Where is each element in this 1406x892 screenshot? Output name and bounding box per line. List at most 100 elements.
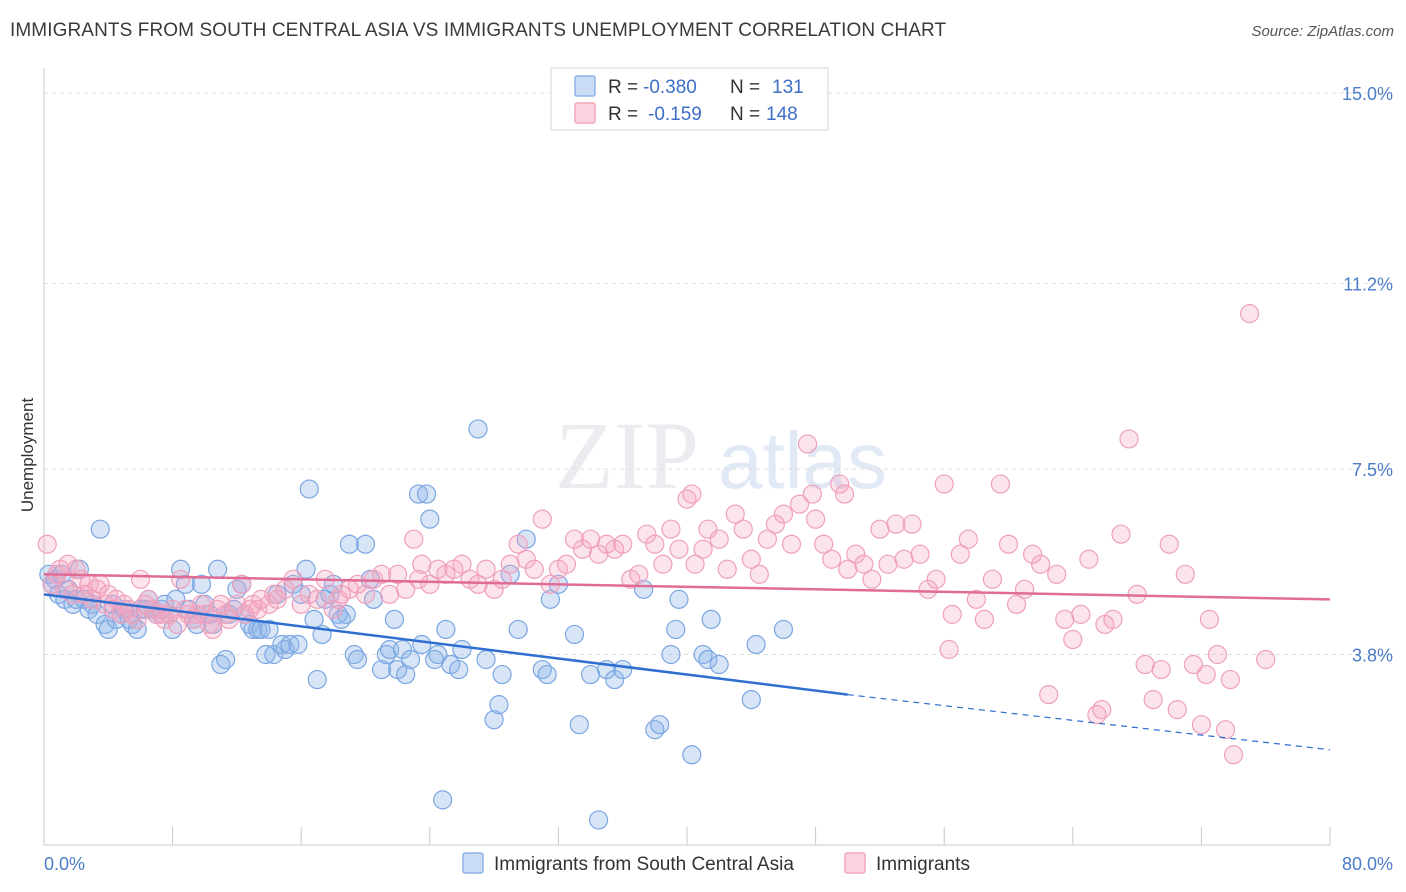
point-immigrants bbox=[613, 534, 633, 554]
point-immigrants bbox=[227, 594, 247, 614]
point-immigrants bbox=[420, 574, 440, 594]
point-immigrants bbox=[733, 519, 753, 539]
point-south-central-asia bbox=[171, 559, 191, 579]
point-immigrants bbox=[910, 544, 930, 564]
point-immigrants bbox=[1223, 745, 1244, 765]
point-immigrants bbox=[974, 609, 994, 630]
point-immigrants bbox=[524, 559, 544, 579]
point-south-central-asia bbox=[127, 619, 147, 640]
point-immigrants bbox=[757, 529, 777, 549]
point-immigrants bbox=[1071, 604, 1091, 624]
point-immigrants bbox=[404, 529, 424, 549]
point-immigrants bbox=[805, 509, 826, 529]
point-immigrants bbox=[934, 474, 954, 494]
point-south-central-asia bbox=[666, 619, 686, 640]
point-immigrants bbox=[1191, 715, 1212, 735]
y-tick-label: 15.0% bbox=[1342, 84, 1393, 104]
watermark: ZIP atlas bbox=[555, 402, 887, 509]
chart-title: IMMIGRANTS FROM SOUTH CENTRAL ASIA VS IM… bbox=[10, 20, 947, 41]
legend-n-value: 148 bbox=[766, 104, 798, 125]
point-immigrants bbox=[1055, 609, 1075, 630]
point-immigrants bbox=[1103, 609, 1123, 630]
point-south-central-asia bbox=[476, 649, 496, 670]
point-immigrants bbox=[834, 484, 855, 504]
point-immigrants bbox=[717, 559, 737, 579]
point-immigrants bbox=[765, 514, 786, 534]
point-south-central-asia bbox=[416, 484, 437, 504]
point-south-central-asia bbox=[256, 644, 276, 665]
y-tick-labels: 3.8% 7.5% 11.2% 15.0% bbox=[1342, 84, 1393, 665]
point-immigrants bbox=[886, 514, 906, 534]
point-south-central-asia bbox=[191, 574, 212, 594]
point-south-central-asia bbox=[288, 634, 308, 655]
point-immigrants bbox=[773, 504, 794, 524]
point-immigrants bbox=[682, 484, 702, 504]
legend-r-label: R = bbox=[608, 104, 638, 125]
point-immigrants bbox=[870, 519, 890, 539]
point-immigrants bbox=[966, 589, 986, 609]
trend-line-immigrants bbox=[43, 573, 1331, 601]
point-immigrants bbox=[629, 564, 649, 584]
point-immigrants bbox=[203, 619, 223, 640]
point-immigrants bbox=[894, 549, 914, 569]
point-immigrants bbox=[323, 599, 343, 619]
point-immigrants bbox=[408, 569, 429, 589]
legend-r-value: -0.380 bbox=[643, 77, 697, 98]
point-immigrants bbox=[1199, 609, 1220, 630]
point-immigrants bbox=[1079, 549, 1099, 569]
y-tick-label: 3.8% bbox=[1352, 646, 1393, 666]
point-immigrants bbox=[685, 554, 705, 574]
point-immigrants bbox=[725, 504, 745, 524]
trend-line-south-central-asia bbox=[43, 593, 848, 696]
y-tick-label: 11.2% bbox=[1343, 275, 1393, 295]
point-immigrants bbox=[267, 589, 287, 609]
point-immigrants bbox=[1092, 700, 1112, 720]
legend-swatch-blue bbox=[574, 75, 596, 97]
point-immigrants bbox=[749, 564, 769, 584]
point-south-central-asia bbox=[449, 659, 469, 680]
point-immigrants bbox=[171, 569, 191, 589]
point-immigrants bbox=[1014, 579, 1035, 599]
point-immigrants bbox=[1143, 690, 1163, 710]
legend-n-value: 131 bbox=[772, 77, 804, 98]
point-immigrants bbox=[500, 554, 520, 574]
point-immigrants bbox=[926, 569, 946, 589]
point-immigrants bbox=[1119, 429, 1139, 449]
series-immigrants bbox=[37, 304, 1276, 765]
point-immigrants bbox=[902, 514, 922, 534]
point-immigrants bbox=[797, 434, 818, 454]
point-south-central-asia bbox=[682, 745, 702, 765]
point-immigrants bbox=[1159, 534, 1179, 554]
point-immigrants bbox=[1240, 304, 1260, 324]
point-immigrants bbox=[484, 579, 504, 599]
legend-swatch-pink bbox=[844, 852, 866, 874]
point-immigrants bbox=[1256, 649, 1276, 670]
y-tick-label: 7.5% bbox=[1352, 460, 1393, 480]
point-south-central-asia bbox=[698, 649, 718, 670]
point-immigrants bbox=[1167, 700, 1187, 720]
point-south-central-asia bbox=[412, 634, 432, 655]
point-immigrants bbox=[1207, 644, 1228, 665]
point-immigrants bbox=[990, 474, 1011, 494]
point-immigrants bbox=[1006, 594, 1027, 614]
point-immigrants bbox=[564, 529, 585, 549]
point-south-central-asia bbox=[336, 604, 356, 624]
point-immigrants bbox=[846, 544, 866, 564]
point-immigrants bbox=[862, 569, 882, 589]
point-immigrants bbox=[452, 554, 472, 574]
point-immigrants bbox=[958, 529, 978, 549]
point-south-central-asia bbox=[746, 634, 766, 655]
point-immigrants bbox=[307, 589, 327, 609]
correlation-legend: R = -0.380 N = 131 R = -0.159 N = 148 bbox=[550, 67, 829, 131]
legend-swatch-blue bbox=[462, 852, 484, 874]
point-south-central-asia bbox=[433, 790, 453, 810]
point-south-central-asia bbox=[408, 484, 429, 504]
point-south-central-asia bbox=[489, 695, 509, 715]
point-south-central-asia bbox=[347, 649, 368, 670]
point-south-central-asia bbox=[537, 664, 557, 685]
trend-lines bbox=[43, 573, 1331, 751]
point-south-central-asia bbox=[701, 609, 721, 630]
point-south-central-asia bbox=[396, 664, 416, 685]
y-axis-title: Unemployment bbox=[18, 398, 37, 513]
